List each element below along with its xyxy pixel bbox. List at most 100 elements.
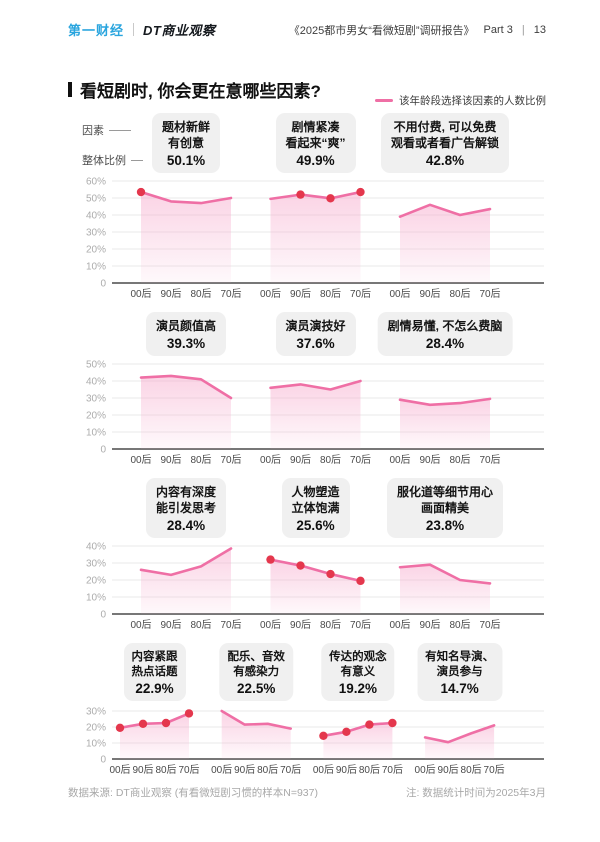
factor-card: 内容紧跟 热点话题 22.9%: [123, 643, 186, 702]
x-tick-label: 80后: [257, 764, 278, 776]
area-fill: [120, 713, 189, 759]
factor-overall-pct: 14.7%: [440, 681, 479, 697]
x-tick-label: 00后: [130, 619, 151, 631]
x-tick-label: 80后: [461, 764, 482, 776]
line-chart-row-3: 40% 30% 20% 10% 0 00后 90后 80后 70后 00后 90后 80后 70后 00后…: [86, 542, 544, 631]
x-tick-label: 00后: [260, 619, 281, 631]
highlight-dot: [319, 731, 328, 740]
factor-card-title: 配乐、音效 有感染力: [227, 651, 285, 679]
line-chart-row-2: 50% 40% 30% 20% 10% 0 00后 90后 80后 70后 00后 90后 80后 70后…: [86, 360, 544, 466]
x-tick-label: 80后: [190, 454, 211, 466]
area-fill: [270, 381, 361, 449]
x-tick-label: 90后: [336, 764, 357, 776]
highlight-dot: [161, 718, 171, 728]
x-tick-label: 70后: [178, 764, 199, 776]
x-tick-label: 00后: [389, 454, 410, 466]
yicai-logo: 第一财经: [68, 23, 125, 38]
y-tick-label: 20%: [86, 576, 106, 587]
logo-divider: [133, 23, 135, 36]
y-tick-label: 30%: [86, 228, 106, 239]
trend-line: [118, 712, 191, 730]
factor-card: 不用付费, 可以免费 观看或者看广告解锁 42.8%: [380, 113, 510, 173]
x-tick-label: 80后: [449, 454, 470, 466]
factor-card: 演员演技好 37.6%: [275, 312, 356, 356]
factor-card: 有知名导演、 演员参与 14.7%: [417, 643, 503, 702]
x-tick-label: 80后: [359, 764, 380, 776]
factor-card-title: 剧情紧凑 看起来“爽”: [285, 120, 346, 150]
trend-line: [139, 374, 233, 400]
x-tick-label: 90后: [419, 619, 440, 631]
area-fill: [400, 204, 490, 283]
y-tick-label: 10%: [86, 593, 106, 604]
page-title: 看短剧时, 你会更在意哪些因素?: [80, 82, 321, 101]
x-tick-label: 00后: [260, 288, 281, 300]
x-tick-label: 70后: [479, 454, 500, 466]
highlight-dot: [388, 718, 397, 728]
x-tick-label: 00后: [389, 288, 410, 300]
factor-overall-pct: 50.1%: [166, 152, 206, 168]
highlight-dot: [266, 555, 275, 564]
factor-card-title: 有知名导演、 演员参与: [425, 651, 495, 679]
highlight-dot: [342, 727, 351, 736]
x-tick-label: 80后: [449, 619, 470, 631]
x-tick-label: 90后: [132, 764, 153, 776]
factor-overall-pct: 23.8%: [425, 517, 465, 533]
y-tick-label: 0: [100, 755, 106, 766]
factor-card-title: 人物塑造 立体饱满: [291, 485, 340, 515]
factor-side-label: 因素: [82, 122, 131, 138]
y-tick-label: 20%: [86, 245, 106, 256]
x-tick-label: 00后: [130, 454, 151, 466]
y-tick-label: 20%: [86, 723, 106, 734]
factor-cards-row: 演员颜值高 39.3% 演员演技好 37.6% 剧情易懂, 不怎么费脑 28.4%: [68, 312, 546, 358]
factor-card: 演员颜值高 39.3%: [145, 312, 227, 356]
x-tick-label: 00后: [313, 764, 334, 776]
area-fill: [141, 548, 231, 614]
trend-line: [423, 724, 496, 744]
report-meta: 《2025都市男女“看微短剧”调研报告》 Part 3 | 13: [289, 22, 546, 38]
title-row: 看短剧时, 你会更在意哪些因素? 该年龄段选择该因素的人数比例: [68, 77, 546, 107]
factor-card-title: 内容有深度 能引发思考: [155, 485, 217, 515]
chart-row-4: 内容紧跟 热点话题 22.9% 配乐、音效 有感染力 22.5% 传达的观念 有意义 19.2%…: [68, 643, 546, 777]
y-tick-label: 60%: [86, 177, 106, 188]
x-tick-label: 00后: [389, 619, 410, 631]
highlight-dot: [356, 187, 365, 197]
page-footer: 数据来源: DT商业观察 (有看微短剧习惯的样本N=937) 注: 数据统计时间…: [68, 785, 546, 800]
factor-overall-pct: 28.4%: [166, 517, 206, 533]
factor-cards-row: 内容紧跟 热点话题 22.9% 配乐、音效 有感染力 22.5% 传达的观念 有意义 19.2%…: [68, 643, 546, 705]
factor-overall-pct: 22.5%: [237, 681, 276, 697]
factor-card: 传达的观念 有意义 19.2%: [321, 643, 395, 702]
x-tick-label: 70后: [479, 288, 500, 300]
factor-card: 题材新鲜 有创意 50.1%: [151, 113, 221, 173]
factor-card: 服化道等细节用心 画面精美 23.8%: [386, 478, 504, 538]
y-tick-label: 40%: [86, 377, 106, 388]
x-tick-label: 00后: [415, 764, 436, 776]
area-fill: [221, 711, 291, 759]
trend-line: [139, 547, 233, 577]
x-tick-label: 90后: [160, 619, 181, 631]
y-tick-label: 40%: [86, 211, 106, 222]
area-fill: [270, 192, 361, 283]
area-fill: [141, 192, 231, 283]
x-tick-label: 90后: [234, 764, 255, 776]
x-tick-label: 00后: [109, 764, 130, 776]
x-tick-label: 90后: [419, 454, 440, 466]
chart-row-2: 演员颜值高 39.3% 演员演技好 37.6% 剧情易懂, 不怎么费脑 28.4% 50% 4…: [68, 312, 546, 467]
chart-legend: 该年龄段选择该因素的人数比例: [375, 93, 546, 108]
x-tick-label: 70后: [220, 288, 241, 300]
x-tick-label: 80后: [190, 288, 211, 300]
x-tick-label: 70后: [484, 764, 505, 776]
trend-line: [269, 379, 362, 391]
data-source-note: 数据来源: DT商业观察 (有看微短剧习惯的样本N=937): [68, 787, 318, 799]
x-tick-label: 80后: [320, 619, 341, 631]
x-tick-label: 80后: [320, 454, 341, 466]
y-tick-label: 0: [100, 279, 106, 290]
x-tick-label: 90后: [160, 288, 181, 300]
x-tick-label: 00后: [260, 454, 281, 466]
x-tick-label: 70后: [220, 619, 241, 631]
x-tick-label: 70后: [382, 764, 403, 776]
trend-line: [220, 709, 292, 730]
overall-dash: [131, 159, 143, 161]
y-tick-label: 0: [100, 445, 106, 456]
line-chart-row-1: 60% 50% 40% 30% 20% 10% 0 00后 90后 80后 70后 00后 90后 80后…: [86, 177, 544, 300]
